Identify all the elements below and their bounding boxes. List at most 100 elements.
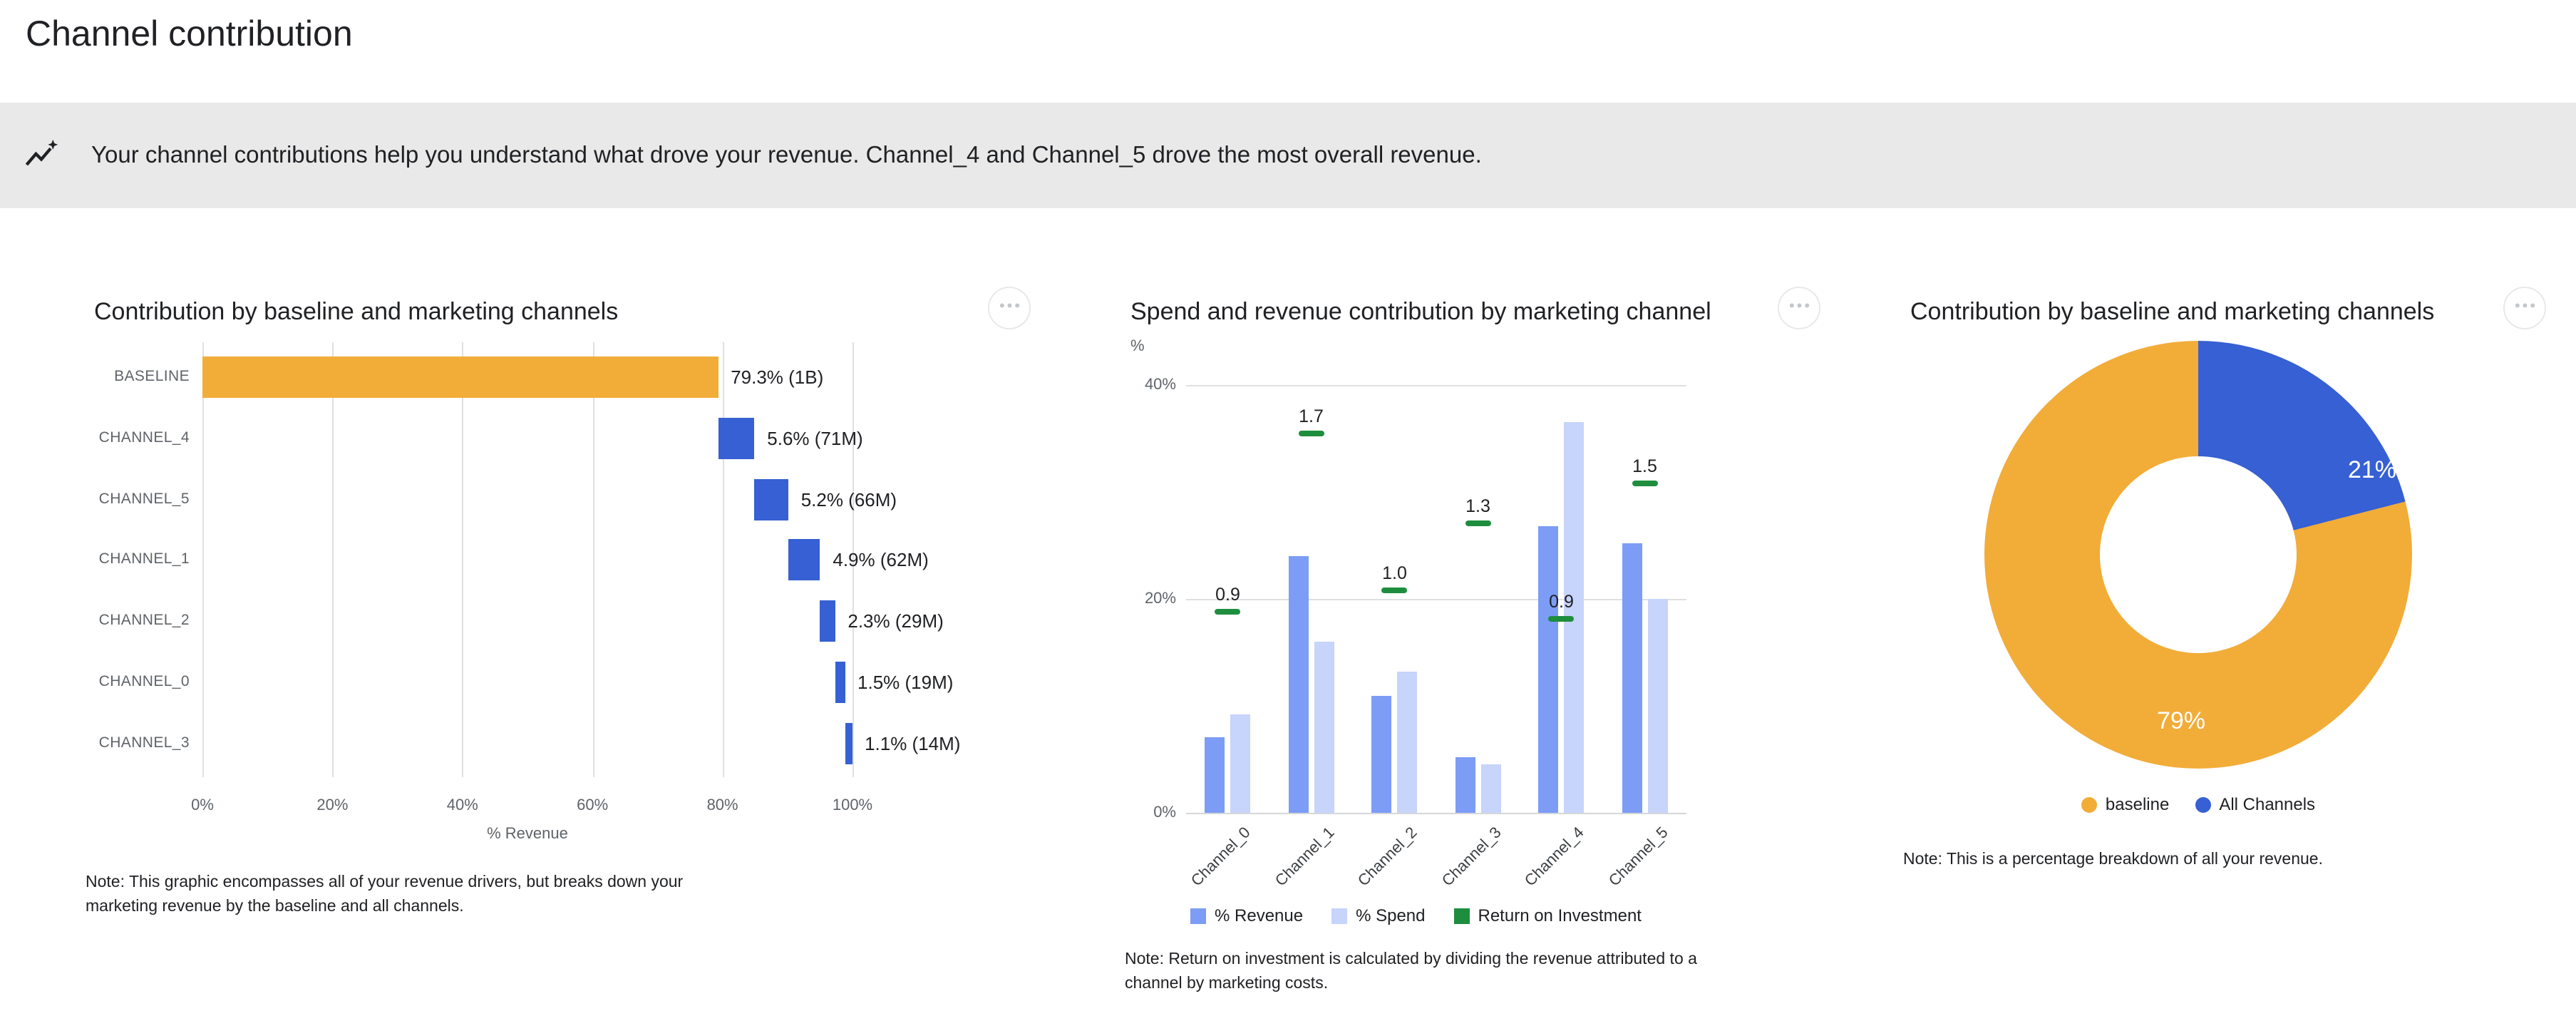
category-label: CHANNEL_3	[98, 734, 190, 751]
legend-swatch	[2195, 796, 2211, 812]
x-tick-label: 100%	[832, 797, 873, 814]
roi-marker[interactable]	[1215, 609, 1241, 615]
donut-chart-card: Contribution by baseline and marketing c…	[1903, 287, 2573, 1021]
y-tick-label: 0%	[1153, 804, 1176, 821]
gridline	[1186, 385, 1686, 386]
x-tick-label: 20%	[316, 797, 349, 814]
legend-item: % Spend	[1331, 905, 1426, 925]
x-category-label-text: Channel_2	[1355, 824, 1421, 891]
legend-swatch	[2081, 796, 2097, 812]
revenue-bar[interactable]	[1205, 737, 1225, 813]
revenue-bar[interactable]	[1538, 526, 1559, 813]
waterfall-chart-title: Contribution by baseline and marketing c…	[94, 298, 619, 325]
y-tick-label: 20%	[1144, 590, 1176, 607]
x-tick-label: 0%	[191, 797, 214, 814]
spend-bar[interactable]	[1397, 672, 1418, 813]
x-axis-label: % Revenue	[487, 826, 568, 843]
more-options-icon[interactable]: •••	[2503, 287, 2546, 329]
legend-swatch	[1453, 908, 1470, 923]
waterfall-bar[interactable]	[820, 600, 835, 642]
x-category-label-text: Channel_5	[1605, 824, 1671, 891]
bar-value-label: 4.9% (62M)	[833, 549, 929, 571]
insights-icon	[23, 137, 60, 174]
gridline	[1186, 813, 1686, 814]
x-category-label-text: Channel_3	[1438, 824, 1505, 891]
gridline	[332, 342, 334, 777]
x-tick-label: 80%	[706, 797, 738, 814]
waterfall-bar[interactable]	[835, 662, 845, 703]
x-category-label-text: Channel_4	[1522, 824, 1588, 891]
category-label: CHANNEL_5	[98, 490, 190, 508]
spend-revenue-chart-title: Spend and revenue contribution by market…	[1130, 298, 1711, 325]
spend-bar[interactable]	[1647, 599, 1668, 813]
roi-marker[interactable]	[1298, 430, 1324, 436]
roi-value-label: 1.0	[1382, 563, 1407, 583]
bar-value-label: 5.6% (71M)	[767, 427, 863, 449]
more-options-icon[interactable]: •••	[988, 287, 1031, 329]
waterfall-bar[interactable]	[202, 356, 718, 398]
legend-swatch	[1331, 908, 1348, 923]
gridline	[1186, 599, 1686, 600]
revenue-bar[interactable]	[1288, 556, 1309, 813]
category-label: CHANNEL_2	[98, 612, 190, 630]
x-tick-label: 40%	[446, 797, 478, 814]
legend-item: baseline	[2081, 794, 2169, 814]
bar-value-label: 1.1% (14M)	[865, 732, 961, 754]
bar-value-label: 5.2% (66M)	[800, 488, 897, 510]
legend-label: All Channels	[2219, 794, 2316, 814]
insight-banner: Your channel contributions help you unde…	[0, 103, 2576, 208]
legend-label: Return on Investment	[1478, 905, 1642, 925]
legend-label: % Spend	[1356, 905, 1426, 925]
donut-chart[interactable]: 21% 79%	[1984, 341, 2412, 769]
category-label: BASELINE	[114, 368, 190, 385]
bar-value-label: 79.3% (1B)	[731, 366, 824, 388]
category-label: CHANNEL_1	[98, 550, 190, 568]
spend-bar[interactable]	[1230, 714, 1251, 813]
waterfall-plot: 0% 20% 40% 60% 80% 100% BASELINE 79.3% (1B) CHAN…	[86, 295, 1055, 866]
revenue-bar[interactable]	[1455, 757, 1475, 813]
category-label: CHANNEL_4	[98, 429, 190, 446]
waterfall-chart-note: Note: This graphic encompasses all of yo…	[86, 874, 684, 915]
roi-value-label: 1.7	[1299, 406, 1324, 426]
bar-value-label: 1.5% (19M)	[857, 672, 954, 693]
waterfall-bar[interactable]	[845, 722, 852, 764]
spend-bar[interactable]	[1314, 642, 1334, 813]
gridline	[852, 342, 854, 777]
donut-slice-label-baseline: 79%	[2156, 707, 2206, 734]
roi-marker[interactable]	[1465, 520, 1491, 526]
donut-chart-title: Contribution by baseline and marketing c…	[1910, 298, 2435, 325]
waterfall-chart-card: Contribution by baseline and marketing c…	[86, 287, 1055, 1015]
roi-marker[interactable]	[1548, 615, 1575, 621]
spend-revenue-chart-card: Spend and revenue contribution by market…	[1125, 287, 1845, 1021]
revenue-bar[interactable]	[1622, 543, 1642, 813]
legend: baseline All Channels	[1984, 794, 2412, 814]
more-options-icon[interactable]: •••	[1778, 287, 1820, 329]
legend: % Revenue % Spend Return on Investment	[1190, 905, 1642, 925]
x-tick-label: 60%	[577, 797, 609, 814]
legend-item: % Revenue	[1190, 905, 1303, 925]
grouped-bar-plot: 0% 20% 40% 0.9 Channel_0 1.7 Channel_1 1.0 Chann…	[1125, 295, 1845, 901]
roi-value-label: 0.9	[1549, 591, 1574, 611]
page-title: Channel contribution	[26, 14, 353, 54]
waterfall-bar[interactable]	[788, 539, 820, 581]
spend-bar[interactable]	[1480, 764, 1501, 813]
insight-text: Your channel contributions help you unde…	[91, 142, 1482, 168]
gridline	[202, 342, 204, 777]
donut-chart-note: Note: This is a percentage breakdown of …	[1903, 851, 2323, 868]
y-axis-unit-label: %	[1130, 338, 1145, 355]
waterfall-bar[interactable]	[754, 478, 788, 520]
spend-revenue-chart-note: Note: Return on investment is calculated…	[1125, 951, 1697, 992]
roi-value-label: 1.3	[1465, 496, 1490, 516]
legend-item: All Channels	[2195, 794, 2315, 814]
legend-swatch	[1190, 908, 1206, 923]
roi-value-label: 1.5	[1632, 456, 1657, 476]
donut-slice-label-all-channels: 21%	[2347, 456, 2397, 483]
waterfall-bar[interactable]	[718, 417, 755, 459]
roi-marker[interactable]	[1632, 481, 1658, 486]
gridline	[462, 342, 464, 777]
revenue-bar[interactable]	[1371, 696, 1392, 813]
y-tick-label: 40%	[1144, 376, 1176, 394]
roi-marker[interactable]	[1381, 588, 1408, 593]
donut-hole	[2100, 456, 2297, 653]
